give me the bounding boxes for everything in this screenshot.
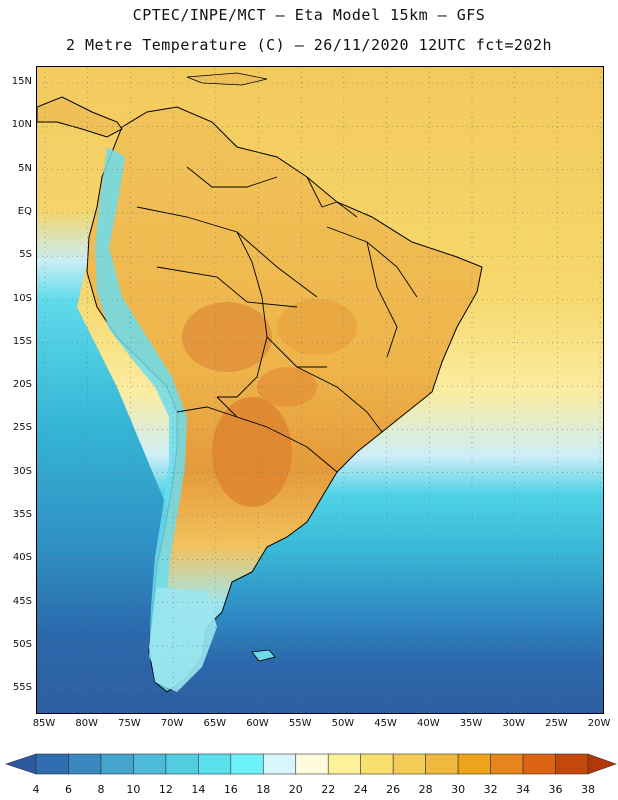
lon-label: 30W — [502, 718, 525, 729]
map-panel — [36, 66, 604, 714]
colorbar-tick-label: 36 — [548, 783, 563, 796]
colorbar-swatch — [230, 753, 264, 775]
colorbar-swatch — [68, 753, 102, 775]
lat-label: 10N — [11, 119, 32, 131]
lon-label: 50W — [331, 718, 355, 729]
caribbean-islands — [186, 72, 268, 86]
colorbar-tick-label: 14 — [191, 783, 206, 796]
colorbar-swatch — [262, 753, 297, 775]
temperature-map — [37, 67, 603, 713]
hot-zone-bolivia — [182, 302, 272, 372]
country-borders — [136, 166, 418, 473]
colorbar-max-arrow — [587, 753, 617, 775]
colorbar-tick-label: 24 — [353, 783, 368, 796]
hot-zone-central-brazil — [277, 299, 357, 355]
lat-label: 15N — [11, 76, 32, 87]
colorbar-tick-label: 18 — [256, 783, 271, 796]
lat-label: 30S — [12, 465, 32, 477]
lat-label: 45S — [12, 595, 32, 607]
colorbar-swatch — [133, 753, 167, 775]
lon-label: 85W — [32, 718, 56, 729]
colorbar-tick-label: 12 — [158, 783, 173, 796]
colorbar-swatch — [327, 753, 362, 775]
colorbar-tick-label: 8 — [97, 783, 105, 796]
lon-label: 20W — [587, 718, 611, 729]
lat-label: 25S — [12, 422, 32, 434]
colorbar-tick-label: 20 — [288, 783, 303, 796]
lat-label: 55S — [12, 682, 32, 694]
colorbar-tick-label: 34 — [516, 783, 531, 796]
colorbar-tick-label: 4 — [32, 783, 40, 796]
lon-label: 35W — [459, 718, 483, 729]
colorbar-tick-label: 26 — [386, 783, 401, 796]
colorbar-swatch — [457, 753, 491, 775]
colorbar-swatch — [360, 753, 394, 775]
lon-label: 60W — [246, 718, 269, 729]
colorbar-tick-label: 38 — [581, 783, 595, 796]
colorbar-swatch — [522, 753, 556, 775]
colorbar-min-arrow — [5, 753, 37, 775]
colorbar-tick-label: 16 — [223, 783, 238, 796]
map-title-line-1: CPTEC/INPE/MCT – Eta Model 15km – GFS — [132, 6, 486, 24]
lat-lon-grid — [37, 67, 603, 713]
pacific-ocean — [37, 67, 187, 713]
lat-label: 20S — [12, 379, 32, 391]
hot-zone-argentina — [212, 397, 292, 507]
hot-zone-mato-grosso — [257, 367, 317, 407]
lon-label: 40W — [416, 718, 440, 729]
map-title-line-2: 2 Metre Temperature (C) – 26/11/2020 12U… — [65, 36, 553, 54]
colorbar-tick-label: 6 — [64, 783, 72, 796]
colorbar-swatch — [198, 753, 232, 775]
temperature-colorbar — [5, 753, 617, 775]
lat-label: 15S — [12, 335, 32, 347]
colorbar-swatch — [392, 753, 426, 775]
colorbar-swatch — [555, 753, 589, 775]
colorbar-tick-label: 22 — [321, 783, 336, 796]
lon-label: 25W — [545, 718, 568, 729]
lat-label: 5N — [18, 162, 32, 174]
colorbar-swatch — [35, 753, 69, 775]
colorbar-tick-label: 32 — [483, 783, 498, 796]
colorbar-swatch — [490, 753, 524, 775]
colorbar-tick-label: 10 — [126, 783, 141, 796]
lat-label: 35S — [12, 509, 32, 520]
falkland-islands — [251, 649, 276, 662]
colorbar-swatch — [425, 753, 459, 775]
colorbar-tick-label: 30 — [451, 783, 466, 796]
lon-label: 70W — [160, 718, 184, 729]
andes-cool-zone — [95, 147, 187, 677]
lat-label: 5S — [19, 249, 32, 261]
colorbar-tick-label: 28 — [418, 783, 433, 796]
lat-label: EQ — [17, 205, 32, 217]
lon-label: 45W — [374, 718, 397, 729]
central-america — [37, 96, 123, 138]
colorbar-swatch — [100, 753, 134, 775]
lon-label: 75W — [118, 718, 141, 729]
lat-label: 50S — [12, 638, 32, 650]
lon-label: 80W — [75, 718, 98, 729]
lat-label: 10S — [12, 292, 32, 304]
colorbar-swatch — [295, 753, 329, 775]
colorbar-swatch — [165, 753, 199, 775]
lon-label: 55W — [288, 718, 312, 729]
lat-label: 40S — [12, 552, 32, 564]
patagonia-cool-zone — [149, 587, 217, 692]
lon-label: 65W — [203, 718, 227, 729]
